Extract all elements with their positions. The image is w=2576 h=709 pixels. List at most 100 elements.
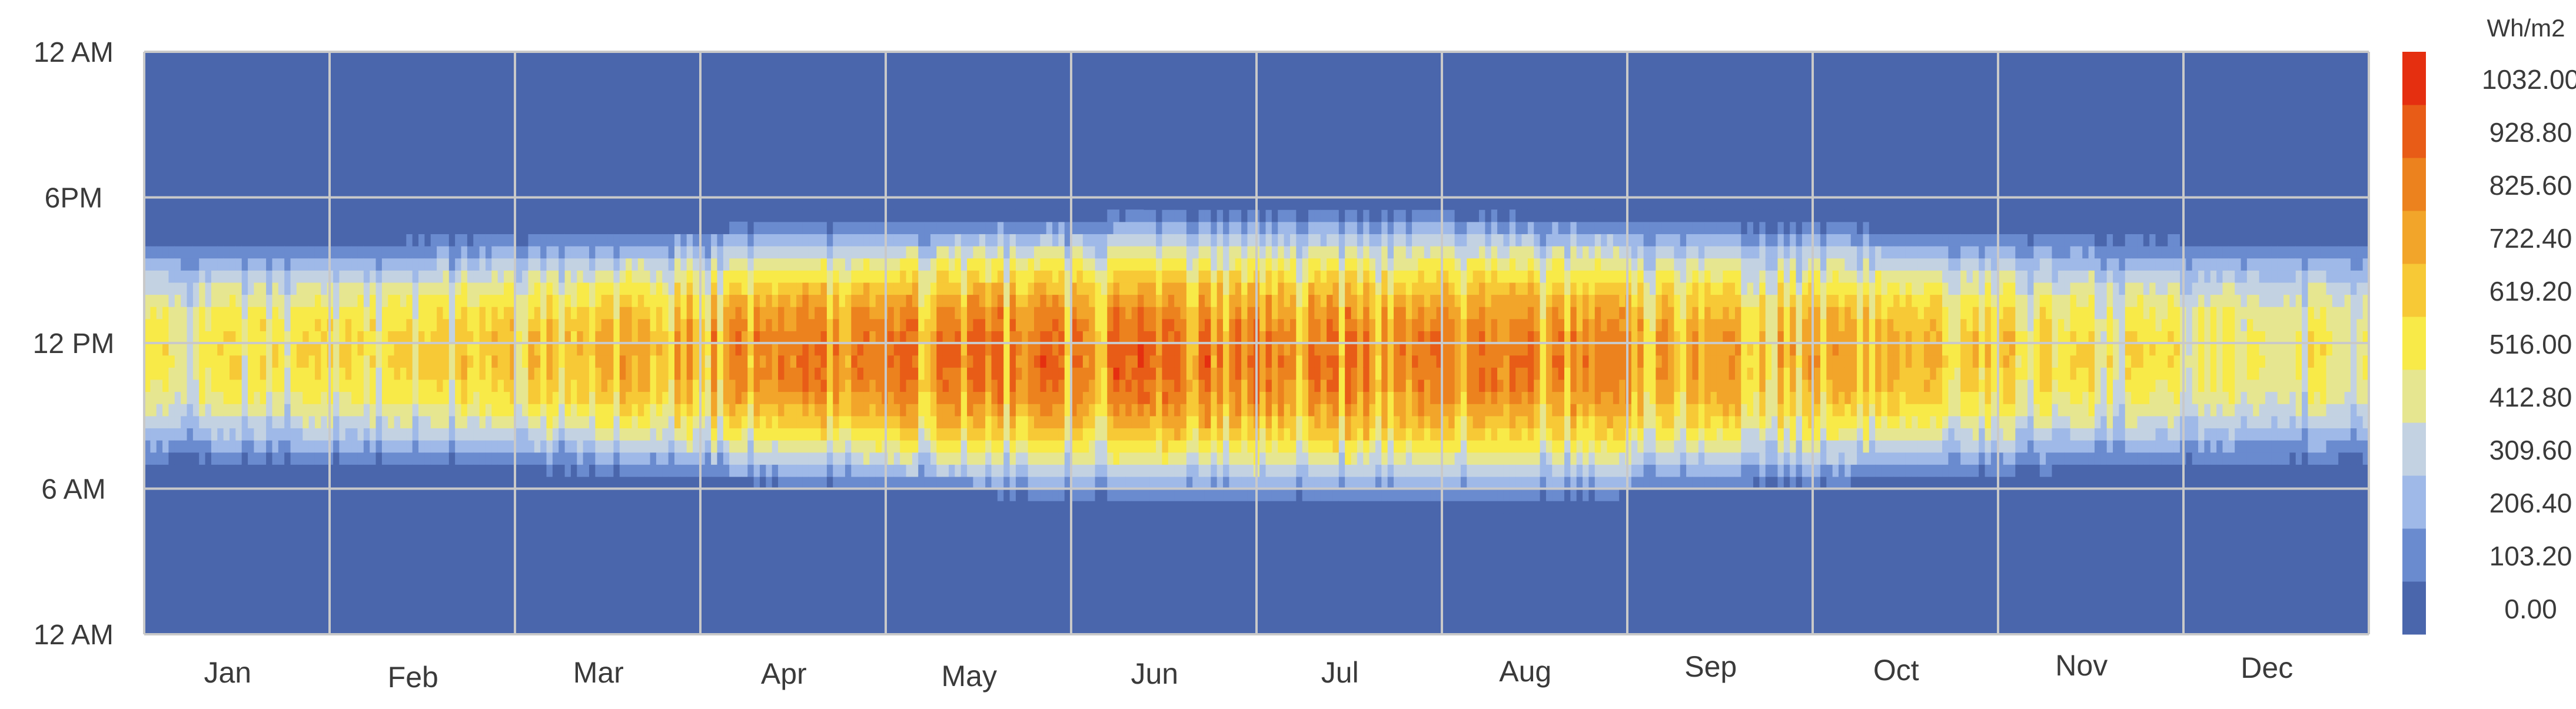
heatmap-cell [863,452,870,465]
heatmap-cell [918,464,925,477]
heatmap-cell [826,452,833,465]
heatmap-cell [412,246,419,259]
heatmap-cell [229,258,236,271]
heatmap-cell [497,367,504,380]
heatmap-cell [1071,282,1078,295]
heatmap-cell [820,307,827,319]
heatmap-cell [1454,258,1461,271]
heatmap-cell [491,270,498,283]
heatmap-cell [1089,452,1096,465]
heatmap-cell [711,234,718,247]
heatmap-cell [595,282,602,295]
heatmap-cell [528,282,535,295]
heatmap-cell [704,428,712,441]
heatmap-cell [1400,428,1407,441]
heatmap-cell [979,404,986,417]
heatmap-cell [321,282,328,295]
heatmap-cell [1089,221,1096,234]
heatmap-cell [985,307,992,319]
heatmap-cell [619,404,626,417]
heatmap-cell [991,221,998,234]
heatmap-cell [747,221,754,234]
heatmap-cell [699,258,706,271]
heatmap-cell [601,367,608,380]
heatmap-cell [150,379,157,392]
heatmap-cell [559,415,566,428]
heatmap-cell [272,355,279,368]
heatmap-cell [1156,501,1163,514]
heatmap-cell [479,464,486,477]
heatmap-cell [949,343,955,356]
heatmap-cell [1174,331,1181,344]
heatmap-cell [254,440,261,453]
heatmap-cell [906,452,913,465]
heatmap-cell [1284,331,1291,344]
heatmap-cell [314,270,321,283]
heatmap-cell [906,221,913,234]
heatmap-cell [912,452,919,465]
heatmap-cell [686,415,693,428]
heatmap-cell [339,246,346,259]
heatmap-cell [522,391,529,404]
heatmap-cell [1216,209,1224,222]
heatmap-cell [1223,258,1229,271]
heatmap-cell [875,221,882,234]
heatmap-cell [443,282,450,295]
heatmap-cell [1003,391,1011,404]
heatmap-cell [540,221,547,234]
heatmap-cell [144,282,151,295]
heatmap-cell [766,270,773,283]
heatmap-cell [1180,391,1187,404]
heatmap-cell [394,234,401,247]
heatmap-cell [900,318,907,331]
heatmap-cell [564,282,571,295]
heatmap-cell [1241,391,1248,404]
heatmap-cell [260,440,267,453]
heatmap-cell [564,221,571,234]
heatmap-cell [1040,234,1047,247]
heatmap-cell [790,415,797,428]
heatmap-cell [930,343,937,356]
heatmap-cell [631,404,639,417]
heatmap-cell [1223,488,1229,501]
heatmap-cell [381,282,388,295]
heatmap-cell [747,391,754,404]
heatmap-cell [668,476,675,490]
heatmap-cell [1235,234,1242,247]
heatmap-cell [1338,294,1345,307]
heatmap-cell [637,343,644,356]
heatmap-cell [522,270,529,283]
heatmap-cell [888,282,895,295]
heatmap-cell [637,270,644,283]
heatmap-cell [693,379,700,392]
heatmap-cell [668,355,675,368]
heatmap-cell [290,234,297,247]
heatmap-cell [370,415,377,428]
heatmap-cell [1241,367,1248,380]
heatmap-cell [260,391,267,404]
heatmap-cell [485,294,492,307]
heatmap-cell [1082,488,1089,501]
heatmap-cell [1369,234,1376,247]
heatmap-cell [235,452,242,465]
heatmap-cell [1082,246,1089,259]
heatmap-cell [1003,440,1011,453]
heatmap-cell [1405,197,1412,210]
heatmap-cell [991,331,998,344]
heatmap-cell [626,404,633,417]
heatmap-cell [229,294,236,307]
heatmap-cell [656,318,663,331]
heatmap-cell [479,452,486,465]
heatmap-cell [1320,379,1327,392]
heatmap-cell [1400,246,1407,259]
heatmap-cell [192,282,200,295]
heatmap-cell [820,246,827,259]
heatmap-cell [955,318,962,331]
heatmap-cell [1284,355,1291,368]
heatmap-cell [1216,343,1224,356]
heatmap-cell [1345,270,1352,283]
heatmap-cell [546,379,553,392]
heatmap-cell [1387,440,1394,453]
heatmap-cell [991,415,998,428]
heatmap-cell [583,440,590,453]
